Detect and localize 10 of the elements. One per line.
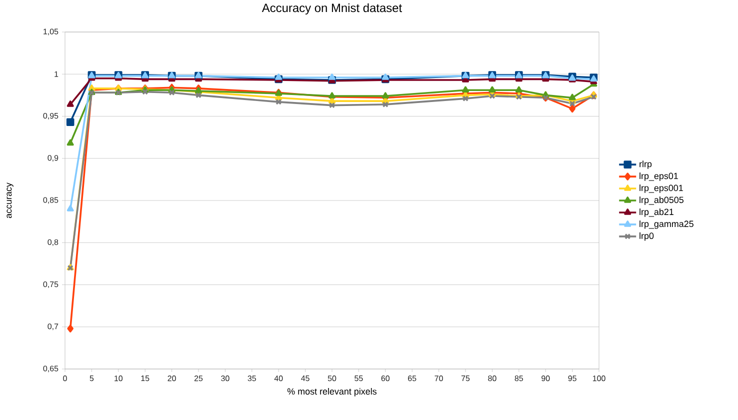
legend-label: lrp0	[640, 232, 654, 241]
chart-title: Accuracy on Mnist dataset	[262, 3, 402, 14]
y-axis-title: accuracy	[6, 182, 14, 218]
legend-label: rlrp	[640, 160, 652, 169]
legend-label: lrp_ab0505	[640, 196, 684, 205]
x-axis-title: % most relevant pixels	[287, 388, 377, 396]
legend-label: lrp_eps001	[640, 184, 683, 193]
legend-label: lrp_eps01	[640, 172, 678, 181]
legend-label: lrp_ab21	[640, 208, 674, 217]
legend-label: lrp_gamma25	[640, 220, 694, 229]
